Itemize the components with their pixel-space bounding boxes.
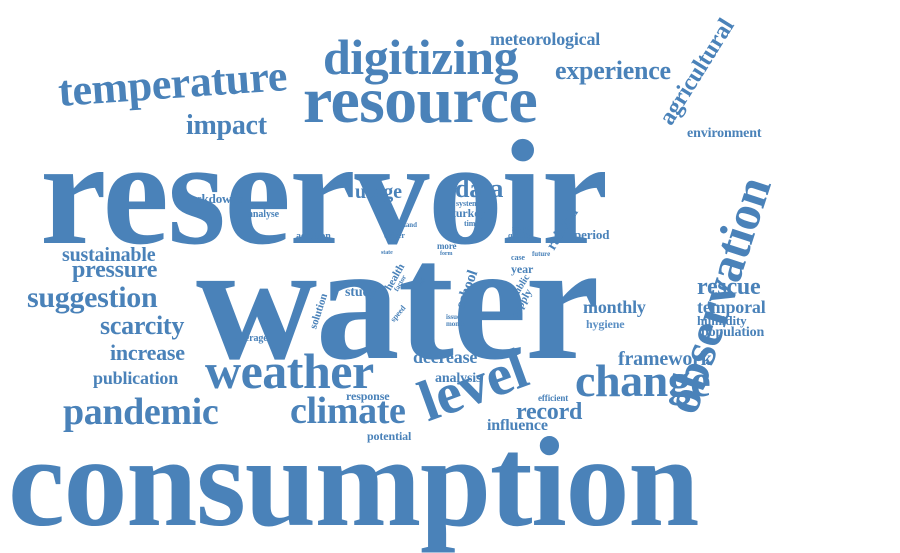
- word-form: form: [440, 251, 453, 257]
- word-month: month: [446, 320, 466, 328]
- word-average: average: [235, 333, 268, 344]
- word-time: time: [464, 219, 479, 228]
- word-system: system: [456, 199, 479, 208]
- word-hygiene: hygiene: [586, 317, 625, 331]
- word-analyse: analyse: [248, 209, 279, 220]
- word-meteorological: meteorological: [490, 29, 601, 49]
- word-year: year: [511, 262, 534, 276]
- word-usage: usage: [355, 181, 402, 203]
- word-record: record: [516, 399, 583, 425]
- word-climate: climate: [290, 390, 406, 432]
- word-quality: quality: [508, 231, 532, 240]
- word-scarcity: scarcity: [100, 311, 185, 340]
- word-hand: hand: [402, 221, 417, 229]
- word-future: future: [532, 250, 551, 258]
- word-temperature: temperature: [56, 51, 289, 116]
- word-digitizing: digitizing: [323, 29, 519, 85]
- word-period: period: [574, 227, 610, 242]
- word-framework: framework: [618, 348, 712, 370]
- word-rescue: rescue: [697, 274, 761, 300]
- word-data: data: [455, 174, 504, 203]
- word-humidity: humidity: [697, 313, 747, 328]
- word-response: response: [346, 389, 390, 403]
- word-efficient: efficient: [538, 393, 569, 403]
- word-addition: addition: [296, 231, 331, 242]
- word-decrease: decrease: [413, 347, 478, 367]
- word-reservoir: reservoir: [40, 110, 608, 276]
- word-analysis: analysis: [435, 371, 482, 386]
- word-environment: environment: [687, 126, 762, 141]
- word-influence: influence: [487, 417, 548, 434]
- word-potential: potential: [367, 429, 412, 443]
- word-growth: growth: [512, 224, 533, 232]
- word-lockdowns: lockdowns: [186, 191, 244, 206]
- word-case: case: [511, 253, 525, 262]
- word-increase: increase: [110, 340, 185, 365]
- word-issue: issue: [446, 313, 461, 321]
- word-water: water: [196, 209, 600, 395]
- word-resource: resource: [303, 64, 538, 137]
- word-change: change: [575, 355, 711, 406]
- word-turkey: turkey: [452, 206, 486, 220]
- word-driver: driver: [384, 231, 405, 240]
- word-impact: impact: [186, 110, 267, 141]
- word-pandemic: pandemic: [63, 391, 219, 433]
- word-study: study: [345, 285, 377, 300]
- word-state: state: [381, 250, 393, 256]
- word-suggestion: suggestion: [27, 281, 158, 314]
- word-temporal: temporal: [697, 297, 766, 317]
- word-population: population: [701, 325, 765, 340]
- word-publication: publication: [93, 368, 179, 388]
- word-experience: experience: [555, 56, 671, 85]
- word-sustainable: sustainable: [62, 244, 156, 266]
- word-pressure: pressure: [72, 257, 158, 283]
- word-more: more: [437, 241, 457, 251]
- word-consumption: consumption: [8, 411, 699, 553]
- word-monthly: monthly: [583, 297, 646, 317]
- word-weather: weather: [205, 343, 374, 399]
